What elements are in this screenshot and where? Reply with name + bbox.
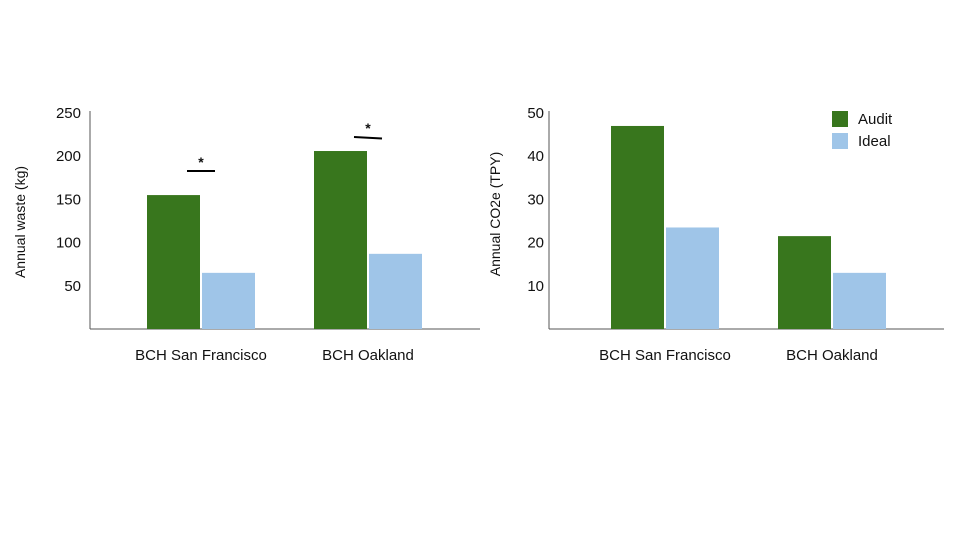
bar-ideal-0 — [666, 227, 719, 329]
bar-ideal-1 — [369, 253, 422, 329]
significance-bar — [353, 136, 383, 140]
category-label: BCH Oakland — [322, 347, 414, 364]
significance-star: * — [198, 154, 204, 170]
co2e-chart: 10 20 30 40 50 Annual CO2e (TPY) BCH San Franc… — [487, 105, 944, 364]
y-tick-label: 250 — [56, 105, 81, 122]
bar-ideal-0 — [202, 272, 255, 329]
y-tick-label: 30 — [527, 191, 544, 208]
y-axis-title: Annual CO2e (TPY) — [487, 152, 503, 277]
bar-audit-1 — [314, 151, 367, 329]
category-label: BCH San Francisco — [599, 347, 731, 364]
bar-audit-0 — [147, 195, 200, 329]
bar-ideal-1 — [833, 272, 886, 329]
category-label: BCH San Francisco — [135, 347, 267, 364]
category-label: BCH Oakland — [786, 347, 878, 364]
y-tick-label: 10 — [527, 278, 544, 295]
bar-audit-0 — [611, 125, 664, 330]
y-tick-label: 100 — [56, 235, 81, 252]
legend-swatch-0 — [832, 111, 848, 127]
legend-label-0: Audit — [858, 111, 893, 128]
y-tick-label: 200 — [56, 148, 81, 165]
y-tick-label: 50 — [64, 278, 81, 295]
y-tick-label: 150 — [56, 191, 81, 208]
significance-star: * — [365, 120, 371, 136]
y-tick-label: 50 — [527, 105, 544, 122]
bar-audit-1 — [778, 236, 831, 329]
legend: Audit Ideal — [832, 111, 893, 150]
legend-swatch-1 — [832, 133, 848, 149]
legend-label-1: Ideal — [858, 133, 891, 150]
y-axis-title: Annual waste (kg) — [12, 166, 28, 278]
y-tick-label: 20 — [527, 235, 544, 252]
waste-chart: 50 100 150 200 250 Annual waste (kg) BCH San F… — [12, 105, 480, 364]
y-tick-label: 40 — [527, 148, 544, 165]
